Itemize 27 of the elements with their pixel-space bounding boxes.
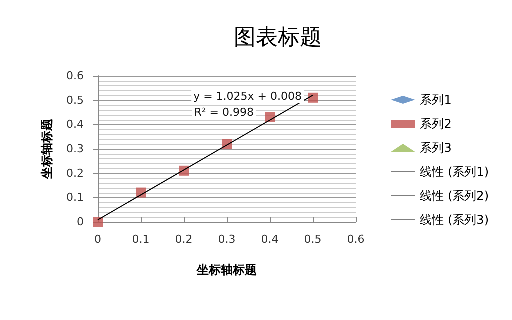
y-tick-label: 0 (77, 216, 84, 228)
legend-label: 线性 (系列2) (420, 189, 489, 203)
x-tick-label: 0.4 (261, 233, 279, 246)
y-axis-title: 坐标轴标题 (40, 119, 54, 180)
legend-label: 线性 (系列3) (420, 213, 489, 227)
x-tick-label: 0 (94, 233, 102, 246)
y-tick-label: 0.3 (66, 142, 84, 156)
legend-label: 系列2 (420, 117, 452, 131)
y-tick-label: 0.1 (66, 191, 84, 204)
chart-title: 图表标题 (234, 26, 322, 50)
point (308, 92, 318, 103)
x-tick-label: 0.5 (304, 233, 322, 246)
annotation: y = 1.025x + 0.008 (194, 90, 302, 103)
annotation: R² = 0.998 (194, 106, 254, 119)
x-tick-label: 0.2 (175, 233, 193, 246)
legend-label: 系列1 (420, 93, 452, 107)
legend-label: 线性 (系列1) (420, 165, 489, 179)
y-tick-label: 0.4 (66, 118, 84, 132)
x-tick-label: 0.1 (132, 233, 150, 246)
x-axis-title: 坐标轴标题 (196, 263, 257, 277)
y-tick-label: 0.2 (66, 166, 84, 180)
point (265, 112, 275, 122)
legend-label: 系列3 (420, 141, 452, 155)
y-tick-label: 0.5 (66, 94, 84, 107)
x-tick-label: 0.6 (347, 233, 365, 246)
x-tick-label: 0.3 (218, 233, 236, 246)
y-tick-label: 0.6 (66, 70, 84, 82)
